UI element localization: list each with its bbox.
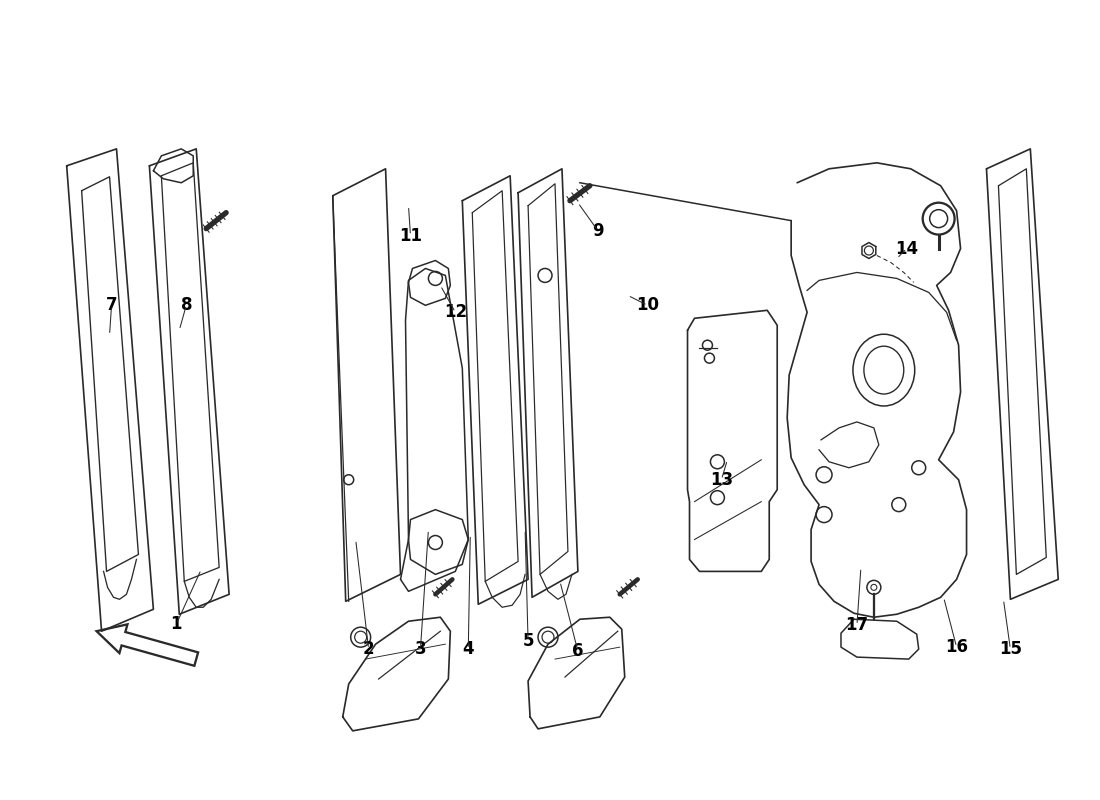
Text: 7: 7 (106, 296, 118, 314)
Text: 1: 1 (170, 615, 183, 634)
FancyArrow shape (97, 624, 198, 666)
Text: 14: 14 (895, 239, 918, 258)
Text: 13: 13 (710, 470, 733, 489)
Text: 10: 10 (636, 296, 659, 314)
Text: 11: 11 (399, 226, 422, 245)
Text: 12: 12 (443, 303, 466, 322)
Text: 15: 15 (999, 640, 1022, 658)
Text: 16: 16 (945, 638, 968, 656)
Text: 8: 8 (180, 296, 192, 314)
Text: 9: 9 (592, 222, 604, 239)
Text: 5: 5 (522, 632, 534, 650)
Text: 2: 2 (363, 640, 374, 658)
Text: 4: 4 (462, 640, 474, 658)
Text: 17: 17 (846, 616, 869, 634)
Text: 6: 6 (572, 642, 584, 660)
Text: 3: 3 (415, 640, 427, 658)
